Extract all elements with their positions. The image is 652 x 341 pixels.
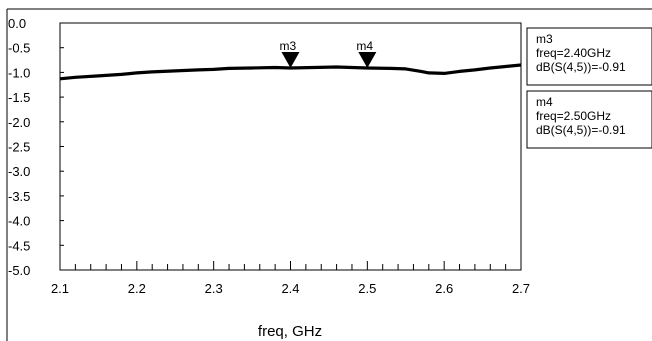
y-tick-label: -2.5 [8, 140, 30, 155]
readout-title: m3 [536, 32, 553, 46]
readout-value: dB(S(4,5))=-0.91 [536, 60, 626, 74]
x-axis-label: freq, GHz [258, 323, 322, 340]
readout-box [526, 90, 652, 149]
y-tick-label: -1.5 [8, 90, 30, 105]
y-tick-label: -1.0 [8, 65, 30, 80]
y-tick-label: 0.0 [8, 16, 26, 31]
marker-label: m4 [356, 39, 373, 53]
y-tick-label: -4.0 [8, 214, 30, 229]
x-tick-label: 2.4 [281, 281, 299, 296]
marker-triangle [358, 51, 377, 68]
y-tick-label: -5.0 [8, 263, 30, 278]
series-line [59, 63, 522, 81]
y-tick-label: -0.5 [8, 41, 30, 56]
readout-title: m4 [536, 95, 553, 109]
marker-readouts: m3freq=2.40GHzdB(S(4,5))=-0.91m4freq=2.5… [526, 27, 652, 149]
y-tick-label: -4.5 [8, 238, 30, 253]
y-tick-label: -3.0 [8, 164, 30, 179]
y-tick-label: -2.0 [8, 115, 30, 130]
y-tick-label: -3.5 [8, 189, 30, 204]
y-axis-ticks: 0.0 -0.5 -1.0 -1.5 -2.0 -2.5 -3.0 -3.5 -4.0 -4.5 -… [8, 16, 64, 278]
readout-freq: freq=2.40GHz [536, 46, 611, 60]
x-tick-label: 2.3 [205, 281, 223, 296]
x-tick-label: 2.2 [128, 281, 146, 296]
marker-triangle [281, 51, 300, 68]
x-tick-label: 2.1 [51, 281, 69, 296]
readout-box [526, 27, 652, 86]
x-tick-label: 2.6 [435, 281, 453, 296]
x-axis-ticks: 2.1 2.2 2.3 2.4 2.5 2.6 2.7 [51, 261, 530, 296]
readout-freq: freq=2.50GHz [536, 109, 611, 123]
marker-label: m3 [280, 39, 297, 53]
markers: m3 m4 [280, 39, 377, 68]
readout-value: dB(S(4,5))=-0.91 [536, 123, 626, 137]
x-tick-label: 2.5 [358, 281, 376, 296]
x-tick-label: 2.7 [512, 281, 530, 296]
